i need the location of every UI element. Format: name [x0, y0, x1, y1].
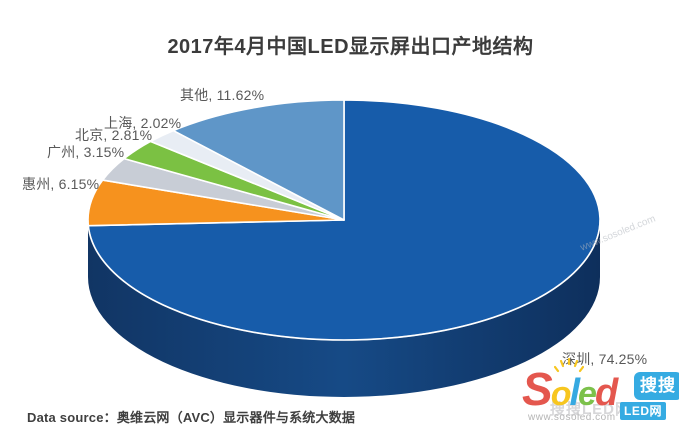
soled-wordmark: Soled: [522, 358, 618, 415]
logo-letter-d: d: [594, 372, 618, 414]
pie-label-北京: 北京, 2.81%: [75, 127, 153, 143]
badge-soso-text: 搜搜: [634, 372, 679, 400]
ghost-watermark-text: 搜搜LED网: [550, 401, 632, 418]
logo-letter-s: S: [522, 363, 553, 415]
pie-slice-其他: [172, 99, 345, 221]
badge-lednet-text: LED网: [620, 402, 667, 420]
logo-url-text: www.sosoled.com: [528, 412, 616, 423]
pie-side-wall: [88, 220, 600, 397]
pie-label-深圳: 深圳, 74.25%: [562, 351, 648, 367]
chart-title: 2017年4月中国LED显示屏出口产地结构: [167, 36, 534, 58]
pie-label-惠州: 惠州, 6.15%: [22, 176, 100, 192]
logo-letter-l: l: [569, 372, 579, 414]
pie-label-上海: 上海, 2.02%: [104, 115, 182, 131]
logo-letter-o: o: [550, 375, 572, 413]
soso-led-badge: 搜搜 LED网: [620, 372, 679, 420]
data-source-note: Data source：奥维云网（AVC）显示器件与系统大数据: [27, 410, 356, 425]
pie-rim-highlight: [87, 219, 601, 341]
sun-rays-icon: [554, 358, 584, 373]
logo-letter-e: e: [578, 375, 597, 413]
pie-label-广州: 广州, 3.15%: [47, 144, 125, 160]
soled-logo: 搜搜LED网 Soled 搜搜 LED网 www.sosoled.com: [522, 358, 679, 436]
pie-label-其他: 其他, 11.62%: [180, 87, 265, 103]
